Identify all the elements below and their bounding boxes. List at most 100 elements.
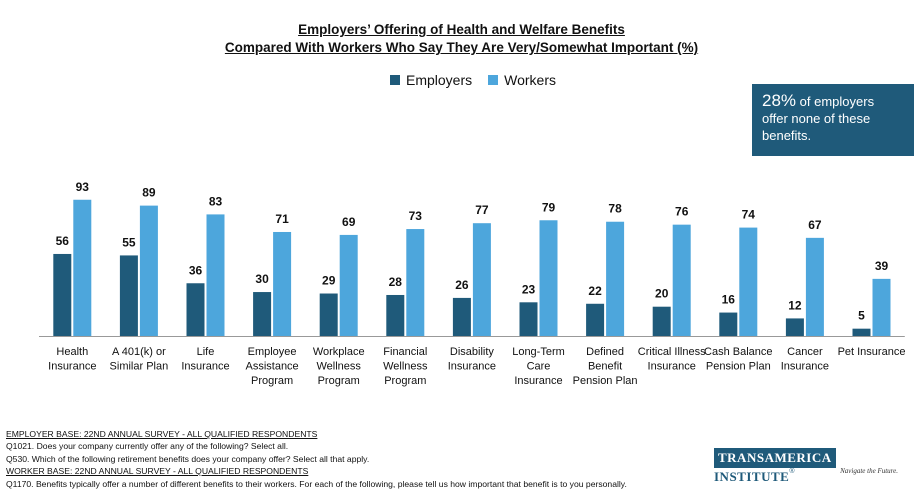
data-label-workers-4: 69 [342,215,356,229]
data-label-workers-0: 93 [76,180,90,194]
logo-tagline: Navigate the Future. [840,467,898,475]
bar-employers-10 [719,312,738,336]
x-tick-label-9-1: Insurance [648,361,696,373]
x-tick-label-0-1: Insurance [48,361,96,373]
x-tick-label-4-2: Program [318,375,360,387]
x-tick-label-1-0: A 401(k) or [112,346,166,358]
x-tick-label-5-1: Wellness [383,361,428,373]
bar-workers-6 [472,223,491,336]
x-tick-label-12-0: Pet Insurance [838,346,906,358]
footer-q1021: Q1021. Does your company currently offer… [6,441,289,451]
bar-workers-1 [139,205,158,336]
legend-item-employers: Employers [390,72,472,88]
legend-swatch-employers [390,75,400,85]
bar-workers-7 [539,220,558,336]
x-tick-label-10-0: Cash Balance [704,346,773,358]
bar-employers-1 [119,255,138,336]
bar-employers-6 [452,297,471,336]
callout-text-2: offer none of these [762,111,871,126]
bar-chart: 56 93 Health Insurance 55 89 A 401(k) or Simila… [39,180,906,387]
bar-employers-7 [519,302,538,336]
data-label-workers-5: 73 [409,209,423,223]
transamerica-institute-logo: TRANSAMERICAINSTITUTE® Navigate the Futu… [714,448,904,484]
bar-employers-2 [186,283,205,336]
footer-q530: Q530. Which of the following retirement … [6,454,370,464]
x-tick-label-8-2: Pension Plan [573,375,638,387]
data-label-workers-8: 78 [608,202,622,216]
bar-workers-3 [273,231,292,336]
x-tick-label-3-0: Employee [248,346,297,358]
bar-workers-9 [672,224,691,336]
bar-workers-11 [805,237,824,336]
x-tick-label-8-1: Benefit [588,361,622,373]
callout-text-1: of employers [799,94,875,109]
bar-employers-11 [785,318,804,336]
bar-workers-10 [739,227,758,336]
x-tick-label-3-1: Assistance [245,361,298,373]
x-tick-label-11-1: Insurance [781,361,829,373]
bar-employers-5 [386,294,405,336]
bar-employers-12 [852,328,871,336]
data-label-employers-9: 20 [655,287,669,301]
footer-worker-base: WORKER BASE: 22ND ANNUAL SURVEY - ALL QU… [6,466,309,476]
data-label-employers-1: 55 [122,235,136,249]
x-tick-label-6-0: Disability [450,346,495,358]
data-label-employers-2: 36 [189,263,203,277]
data-label-workers-2: 83 [209,194,223,208]
data-label-workers-10: 74 [742,208,756,222]
data-label-workers-11: 67 [808,218,822,232]
chart-title: Employers’ Offering of Health and Welfar… [298,22,625,37]
x-tick-label-5-2: Program [384,375,426,387]
bar-workers-12 [872,278,891,336]
legend-label-workers: Workers [504,72,556,88]
data-label-employers-3: 30 [255,272,269,286]
x-tick-label-7-1: Care [527,361,551,373]
x-tick-label-2-1: Insurance [181,361,229,373]
chart-subtitle: Compared With Workers Who Say They Are V… [224,40,699,55]
x-tick-label-4-1: Wellness [316,361,361,373]
callout-box: 28% of employers offer none of these ben… [752,84,914,156]
data-label-employers-5: 28 [389,275,403,289]
x-tick-label-3-2: Program [251,375,293,387]
bar-workers-2 [206,214,225,336]
bar-employers-3 [253,292,272,336]
data-label-employers-12: 5 [858,309,865,323]
callout-percent: 28% [762,91,797,110]
bar-employers-0 [53,253,72,336]
x-tick-label-7-0: Long-Term [512,346,565,358]
callout-text-3: benefits. [762,128,812,143]
logo-transamerica: TRANSAMERICA [714,448,836,468]
x-tick-label-0-0: Health [56,346,88,358]
x-tick-label-5-0: Financial [383,346,427,358]
footer-q1170: Q1170. Benefits typically offer a number… [6,479,627,489]
data-label-workers-9: 76 [675,205,689,219]
x-tick-label-6-1: Insurance [448,361,496,373]
data-label-employers-7: 23 [522,282,536,296]
bar-employers-9 [652,306,671,336]
bar-workers-5 [406,229,425,336]
x-tick-label-2-0: Life [197,346,215,358]
logo-institute: INSTITUTE [714,469,790,484]
bar-workers-4 [339,234,358,336]
x-tick-label-10-1: Pension Plan [706,361,771,373]
footer-employer-base: EMPLOYER BASE: 22ND ANNUAL SURVEY - ALL … [6,429,318,439]
data-label-employers-8: 22 [588,284,602,298]
x-tick-label-4-0: Workplace [313,346,365,358]
bar-employers-8 [586,303,605,336]
x-tick-label-7-2: Insurance [514,375,562,387]
bar-workers-0 [73,199,92,336]
data-label-employers-11: 12 [788,298,802,312]
data-label-employers-4: 29 [322,274,336,288]
data-label-workers-3: 71 [275,212,289,226]
x-tick-label-9-0: Critical Illness [638,346,706,358]
data-label-employers-6: 26 [455,278,469,292]
data-label-workers-1: 89 [142,186,156,200]
logo-trademark: ® [789,468,795,475]
data-label-workers-6: 77 [475,203,489,217]
bar-employers-4 [319,293,338,336]
data-label-workers-12: 39 [875,259,889,273]
x-tick-label-1-1: Similar Plan [110,361,169,373]
legend-swatch-workers [488,75,499,85]
legend: Employers Workers [390,72,566,88]
legend-label-employers: Employers [406,72,473,88]
